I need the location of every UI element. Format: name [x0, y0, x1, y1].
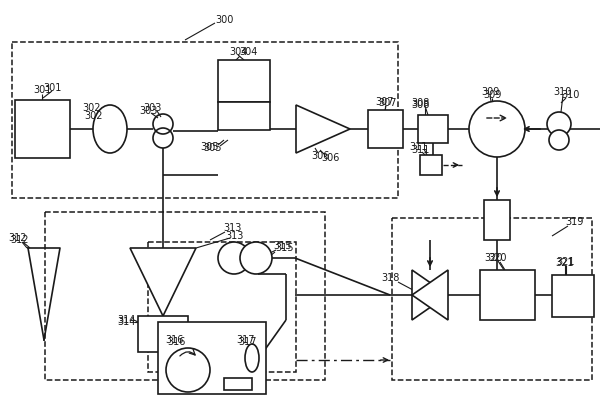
Bar: [224, 378, 252, 390]
Text: 312: 312: [11, 235, 29, 245]
Bar: [392, 218, 592, 380]
Text: 309: 309: [483, 90, 501, 100]
Text: 315: 315: [276, 243, 294, 253]
Polygon shape: [130, 248, 196, 316]
Text: 312: 312: [8, 233, 27, 243]
Text: 314: 314: [117, 317, 135, 327]
Text: 320: 320: [489, 253, 507, 263]
Text: 301: 301: [33, 85, 51, 95]
Bar: [12, 42, 398, 198]
Bar: [368, 110, 403, 148]
Bar: [138, 316, 188, 352]
Ellipse shape: [245, 344, 259, 372]
Circle shape: [240, 242, 272, 274]
Circle shape: [166, 348, 210, 392]
Bar: [218, 60, 270, 102]
Text: 309: 309: [481, 87, 499, 97]
Circle shape: [547, 112, 571, 136]
Text: 307: 307: [379, 98, 397, 108]
Text: 318: 318: [381, 273, 399, 283]
Text: 303: 303: [139, 106, 157, 116]
Text: 314: 314: [117, 315, 135, 325]
Circle shape: [469, 101, 525, 157]
Text: 305: 305: [204, 143, 222, 153]
Circle shape: [218, 242, 250, 274]
Bar: [552, 275, 594, 317]
Bar: [15, 100, 70, 158]
Text: 302: 302: [83, 103, 101, 113]
Bar: [480, 270, 535, 320]
Text: 300: 300: [216, 15, 234, 25]
Text: 303: 303: [143, 103, 161, 113]
Polygon shape: [296, 105, 350, 153]
Text: 310: 310: [554, 87, 572, 97]
Bar: [148, 242, 296, 372]
Text: 316: 316: [168, 337, 186, 347]
Text: 302: 302: [85, 111, 103, 121]
Text: 311: 311: [409, 142, 427, 152]
Text: 307: 307: [376, 97, 394, 107]
Text: 317: 317: [237, 335, 255, 345]
Text: 315: 315: [273, 241, 292, 251]
Bar: [45, 212, 325, 380]
Text: 311: 311: [411, 145, 429, 155]
Text: 316: 316: [165, 335, 183, 345]
Bar: [218, 102, 270, 130]
Text: 304: 304: [229, 47, 247, 57]
Circle shape: [549, 130, 569, 150]
Text: 321: 321: [556, 258, 574, 268]
Polygon shape: [412, 270, 448, 320]
Text: 313: 313: [226, 231, 244, 241]
Polygon shape: [412, 270, 448, 320]
Text: 301: 301: [43, 83, 61, 93]
Text: 320: 320: [485, 253, 503, 263]
Ellipse shape: [93, 105, 127, 153]
Text: 321: 321: [557, 257, 575, 267]
Bar: [484, 200, 510, 240]
Text: 308: 308: [411, 98, 429, 108]
Text: 306: 306: [311, 151, 329, 161]
Bar: [420, 155, 442, 175]
Text: 313: 313: [223, 223, 241, 233]
Text: 304: 304: [239, 47, 257, 57]
Text: 310: 310: [561, 90, 579, 100]
Text: 308: 308: [411, 100, 429, 110]
Text: 319: 319: [565, 217, 583, 227]
Text: 317: 317: [239, 337, 257, 347]
Bar: [418, 115, 448, 143]
Text: 305: 305: [201, 142, 219, 152]
Text: 306: 306: [321, 153, 339, 163]
Bar: [158, 322, 266, 394]
